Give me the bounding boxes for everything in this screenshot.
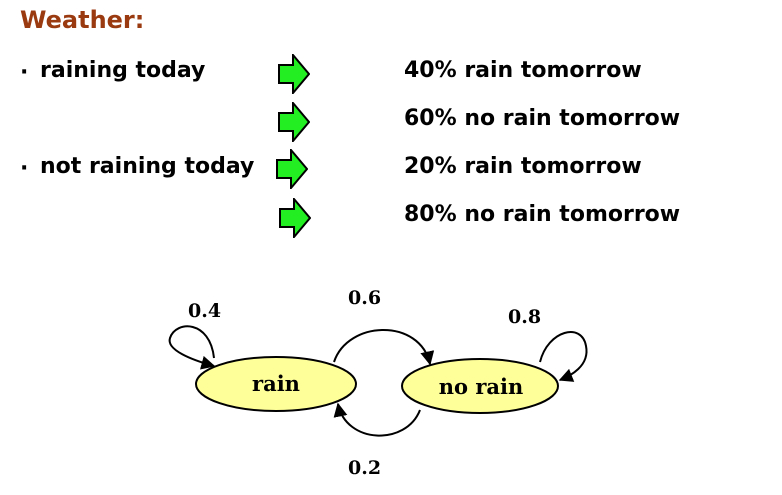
edge-label-no-rain-self: 0.8 [508, 306, 541, 328]
edge-rain-self [168, 325, 216, 370]
bullet: · [20, 60, 29, 85]
edge-label-rain-self: 0.4 [188, 300, 221, 322]
edge-label-rain-to-no-rain: 0.6 [348, 287, 381, 309]
node-no-rain-label: no rain [439, 374, 524, 399]
outcome-80-no-rain: 80% no rain tomorrow [404, 202, 681, 227]
arrow-right-icon [278, 102, 310, 142]
edge-no-rain-self [539, 331, 588, 382]
outcome-60-no-rain: 60% no rain tomorrow [404, 106, 681, 131]
page-title: Weather: [20, 6, 145, 34]
edge-no-rain-to-rain [333, 402, 421, 437]
arrow-right-icon [278, 54, 310, 94]
bullet: · [20, 156, 29, 181]
node-rain [195, 356, 357, 412]
edge-label-no-rain-to-rain: 0.2 [348, 457, 381, 479]
arrow-right-icon [276, 149, 308, 189]
condition-not-raining-today: not raining today [40, 154, 255, 179]
condition-raining-today: raining today [40, 58, 206, 83]
outcome-20-rain: 20% rain tomorrow [404, 154, 642, 179]
outcome-40-rain: 40% rain tomorrow [404, 58, 642, 83]
node-no-rain [401, 358, 559, 414]
arrow-right-icon [279, 198, 311, 238]
edge-rain-to-no-rain [333, 329, 435, 366]
node-rain-label: rain [252, 371, 300, 396]
